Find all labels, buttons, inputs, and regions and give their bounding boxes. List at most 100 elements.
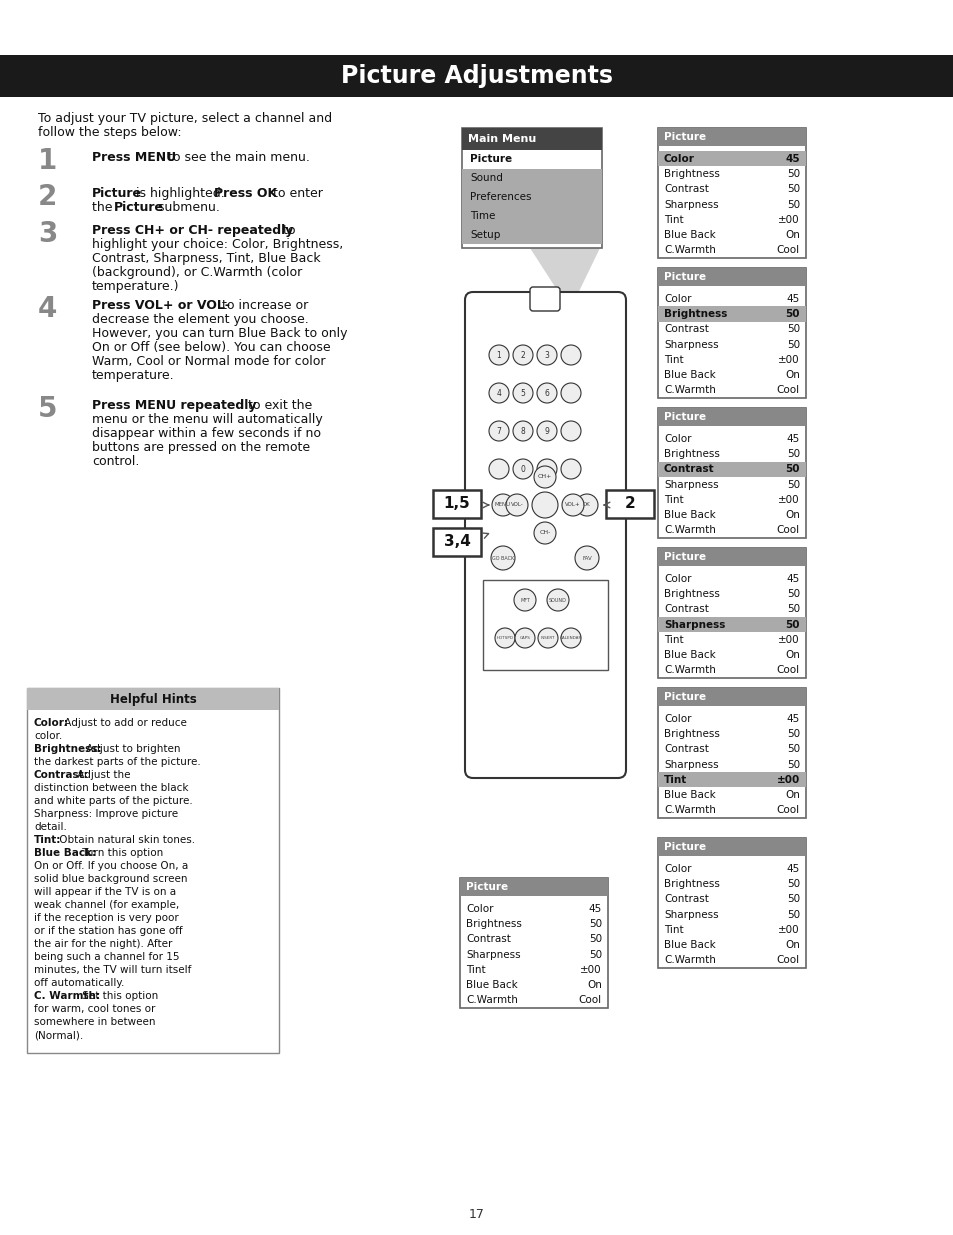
- Text: Sharpness: Sharpness: [663, 479, 718, 489]
- Text: Picture: Picture: [663, 842, 705, 852]
- Text: 1: 1: [497, 351, 501, 359]
- Text: control.: control.: [91, 454, 139, 468]
- Text: However, you can turn Blue Back to only: However, you can turn Blue Back to only: [91, 327, 347, 340]
- Text: Picture: Picture: [470, 154, 512, 164]
- Text: 17: 17: [469, 1209, 484, 1221]
- Text: 50: 50: [786, 450, 800, 459]
- Text: for warm, cool tones or: for warm, cool tones or: [34, 1004, 155, 1014]
- Text: 3: 3: [38, 220, 57, 248]
- Text: Brightness: Brightness: [663, 879, 720, 889]
- Text: 45: 45: [786, 863, 800, 873]
- Text: Brightness: Brightness: [663, 309, 726, 319]
- Circle shape: [513, 459, 533, 479]
- Text: color.: color.: [34, 731, 62, 741]
- Text: minutes, the TV will turn itself: minutes, the TV will turn itself: [34, 965, 192, 974]
- Text: Sharpness: Sharpness: [465, 950, 520, 960]
- Text: Main Menu: Main Menu: [468, 135, 536, 144]
- Circle shape: [513, 383, 533, 403]
- Bar: [459, 878, 607, 1008]
- Text: Tint: Tint: [663, 215, 683, 225]
- Text: 9: 9: [544, 426, 549, 436]
- Text: Blue Back: Blue Back: [663, 940, 715, 950]
- Text: Adjust the: Adjust the: [74, 769, 131, 781]
- Bar: [658, 128, 805, 146]
- Text: the: the: [91, 201, 116, 214]
- Bar: [605, 490, 654, 517]
- Text: Blue Back: Blue Back: [465, 981, 517, 990]
- Circle shape: [560, 459, 580, 479]
- Text: On: On: [784, 230, 800, 240]
- Circle shape: [489, 383, 509, 403]
- Bar: [658, 616, 805, 632]
- Text: Picture: Picture: [663, 692, 705, 701]
- Text: Press VOL+ or VOL-: Press VOL+ or VOL-: [91, 299, 230, 312]
- Text: Sharpness: Sharpness: [663, 200, 718, 210]
- Text: 45: 45: [786, 714, 800, 724]
- Text: 50: 50: [786, 479, 800, 489]
- Text: Color: Color: [465, 904, 493, 914]
- Text: Contrast: Contrast: [663, 604, 708, 614]
- Text: ±00: ±00: [776, 774, 800, 784]
- Text: 45: 45: [588, 904, 601, 914]
- Text: Tint: Tint: [663, 495, 683, 505]
- Circle shape: [575, 546, 598, 571]
- Text: Cool: Cool: [578, 995, 601, 1005]
- Text: C. Warmth:: C. Warmth:: [34, 990, 100, 1002]
- Text: to increase or: to increase or: [218, 299, 308, 312]
- Text: On or Off (see below). You can choose: On or Off (see below). You can choose: [91, 341, 331, 354]
- Text: 50: 50: [786, 200, 800, 210]
- Text: 45: 45: [786, 573, 800, 584]
- Text: CAPS: CAPS: [519, 636, 530, 640]
- Circle shape: [560, 629, 580, 648]
- Text: 50: 50: [786, 340, 800, 350]
- Text: 4: 4: [497, 389, 501, 398]
- Text: Turn this option: Turn this option: [79, 848, 163, 858]
- Text: if the reception is very poor: if the reception is very poor: [34, 913, 178, 923]
- Text: Time: Time: [470, 211, 495, 221]
- Bar: [658, 151, 805, 167]
- Text: temperature.): temperature.): [91, 280, 179, 293]
- Circle shape: [489, 345, 509, 366]
- Text: Cool: Cool: [776, 666, 800, 676]
- Text: Setup: Setup: [470, 230, 500, 240]
- Text: Contrast, Sharpness, Tint, Blue Back: Contrast, Sharpness, Tint, Blue Back: [91, 252, 320, 266]
- Circle shape: [532, 492, 558, 517]
- Text: Blue Back: Blue Back: [663, 370, 715, 380]
- Bar: [658, 268, 805, 398]
- Circle shape: [489, 421, 509, 441]
- Text: Contrast: Contrast: [663, 325, 708, 335]
- Text: 2: 2: [624, 496, 635, 511]
- Text: Color: Color: [663, 294, 691, 304]
- Text: 50: 50: [786, 604, 800, 614]
- Text: 50: 50: [786, 745, 800, 755]
- Circle shape: [534, 466, 556, 488]
- Bar: [658, 839, 805, 856]
- Text: Contrast: Contrast: [663, 745, 708, 755]
- Text: Obtain natural skin tones.: Obtain natural skin tones.: [56, 835, 195, 845]
- Text: GO BACK: GO BACK: [492, 556, 514, 561]
- Circle shape: [561, 494, 583, 516]
- Text: 8: 8: [520, 426, 525, 436]
- Text: Sound: Sound: [470, 173, 502, 183]
- Bar: [658, 548, 805, 566]
- Text: ±00: ±00: [778, 635, 800, 645]
- Text: MFT: MFT: [519, 598, 529, 603]
- Text: Blue Back: Blue Back: [663, 650, 715, 659]
- Text: submenu.: submenu.: [153, 201, 219, 214]
- Text: Helpful Hints: Helpful Hints: [110, 693, 196, 705]
- Text: Cool: Cool: [776, 525, 800, 535]
- Text: 2: 2: [38, 183, 57, 211]
- Text: Contrast: Contrast: [663, 184, 708, 194]
- Text: Sharpness: Sharpness: [663, 909, 718, 920]
- Text: Picture: Picture: [663, 552, 705, 562]
- Text: VOL-: VOL-: [510, 503, 523, 508]
- Text: Brightness: Brightness: [663, 729, 720, 739]
- Bar: [658, 128, 805, 258]
- Text: disappear within a few seconds if no: disappear within a few seconds if no: [91, 427, 320, 440]
- Circle shape: [515, 629, 535, 648]
- Text: Sharpness: Sharpness: [663, 760, 718, 769]
- Text: Color: Color: [663, 573, 691, 584]
- Text: ±00: ±00: [579, 965, 601, 974]
- Text: will appear if the TV is on a: will appear if the TV is on a: [34, 887, 176, 897]
- Text: C.Warmth: C.Warmth: [663, 666, 715, 676]
